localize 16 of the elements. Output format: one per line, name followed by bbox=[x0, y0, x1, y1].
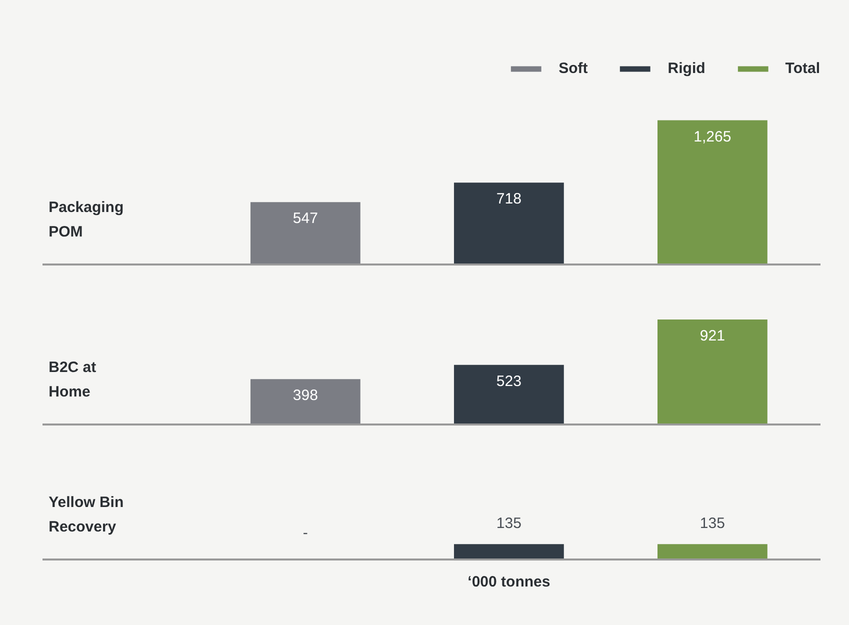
text: - bbox=[302, 524, 308, 542]
data-label: 718 bbox=[496, 190, 522, 208]
y-axis-title: Packaging POM bbox=[48, 198, 124, 240]
x-axis-title: ‘000 tonnes bbox=[468, 574, 550, 590]
y-axis-title: B2C at Home bbox=[48, 358, 96, 400]
data-label: 135 bbox=[700, 515, 725, 532]
data-label: 523 bbox=[496, 372, 522, 390]
legend-label: Total bbox=[785, 60, 820, 77]
legend-label: Rigid bbox=[668, 60, 706, 77]
y-axis-title: Yellow Bin Recovery bbox=[48, 494, 124, 536]
data-label: 135 bbox=[496, 515, 522, 532]
data-label: 1,265 bbox=[694, 128, 732, 146]
legend-label: Soft bbox=[558, 60, 588, 77]
data-label: 398 bbox=[292, 387, 318, 404]
data-label: 547 bbox=[292, 210, 318, 228]
data-label: 921 bbox=[700, 328, 725, 345]
